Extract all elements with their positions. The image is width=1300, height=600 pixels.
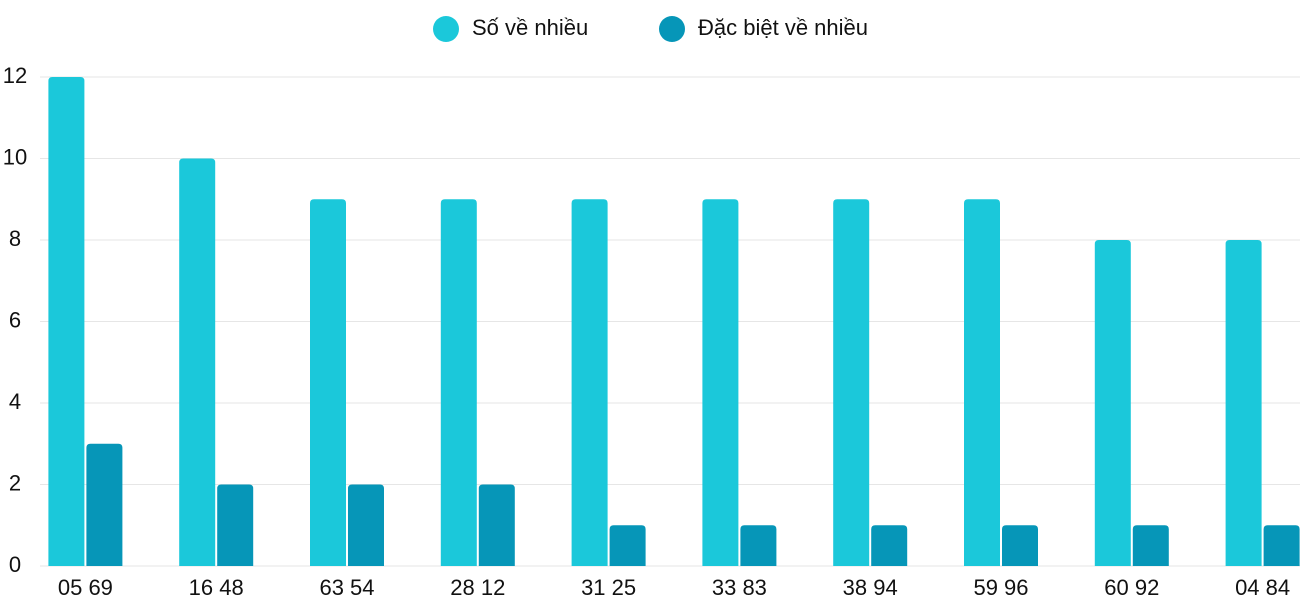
bar: [179, 158, 216, 566]
x-tick-label: 31 25: [581, 575, 636, 600]
bar: [833, 199, 870, 566]
x-tick-label: 04 84: [1235, 575, 1290, 600]
bar: [478, 484, 515, 566]
x-tick-label: 16 48: [189, 575, 244, 600]
bar: [1094, 240, 1131, 566]
bar: [1225, 240, 1262, 566]
x-tick-label: 63 54: [319, 575, 374, 600]
bar: [440, 199, 477, 566]
legend-label: Đặc biệt về nhiều: [698, 15, 868, 40]
y-tick-label: 8: [9, 226, 21, 251]
bar: [964, 199, 1000, 566]
legend-marker: [433, 16, 459, 42]
y-tick-label: 10: [3, 144, 27, 169]
bar: [86, 443, 123, 566]
bar: [217, 484, 254, 566]
bar: [1132, 525, 1169, 566]
bar: [1002, 525, 1038, 566]
bar: [348, 484, 384, 566]
legend-label: Số về nhiều: [472, 15, 588, 40]
bar: [609, 525, 646, 566]
y-tick-label: 4: [9, 389, 21, 414]
x-tick-label: 05 69: [58, 575, 113, 600]
x-tick-label: 60 92: [1104, 575, 1159, 600]
bar: [48, 77, 85, 566]
legend-marker: [659, 16, 685, 42]
y-tick-label: 0: [9, 552, 21, 577]
bar: [740, 525, 777, 566]
y-tick-label: 2: [9, 470, 21, 495]
bar: [871, 525, 908, 566]
bar: [702, 199, 739, 566]
x-tick-label: 33 83: [712, 575, 767, 600]
x-tick-label: 59 96: [973, 575, 1028, 600]
y-tick-label: 6: [9, 307, 21, 332]
bar: [310, 199, 346, 566]
bar: [571, 199, 608, 566]
bar: [1263, 525, 1300, 566]
x-tick-label: 38 94: [843, 575, 898, 600]
y-tick-label: 12: [3, 63, 27, 88]
x-tick-label: 28 12: [450, 575, 505, 600]
